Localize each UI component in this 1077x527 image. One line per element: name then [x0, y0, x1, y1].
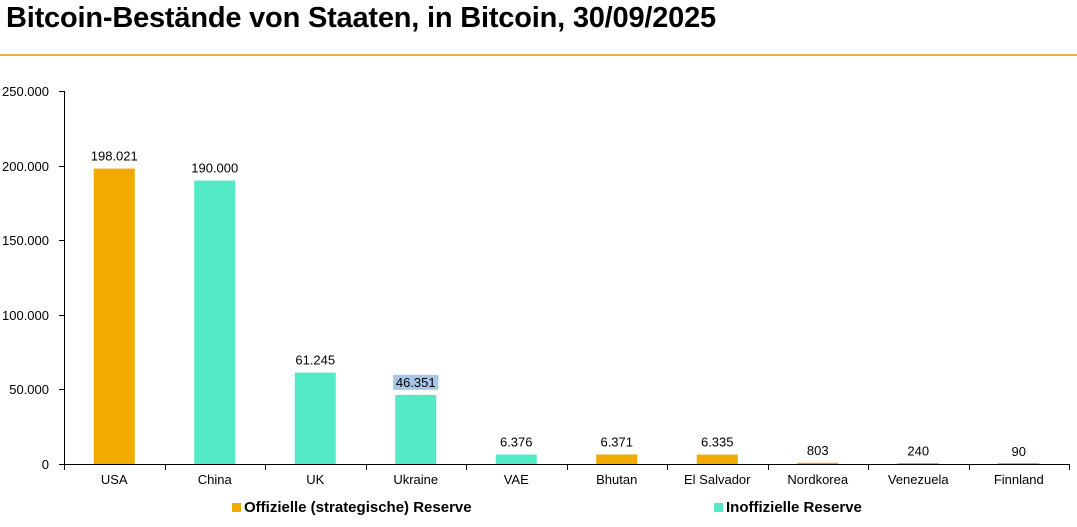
value-label-china: 190.000 [191, 161, 238, 176]
category-label-usa: USA [101, 472, 128, 487]
value-label-bhutan: 6.371 [600, 434, 633, 449]
category-label-ukraine: Ukraine [393, 472, 438, 487]
legend-swatch-unofficial [714, 502, 723, 512]
value-label-vae: 6.376 [500, 434, 533, 449]
category-label-uk: UK [306, 472, 324, 487]
y-tick-label: 0 [42, 457, 49, 472]
bar-vae [495, 454, 537, 464]
legend-swatch-official [232, 502, 241, 512]
y-tick-label: 200.000 [2, 159, 49, 174]
bar-bhutan [596, 454, 638, 464]
y-tick-label: 250.000 [2, 84, 49, 99]
value-label-highlight [393, 374, 439, 390]
legend-item-official: Offizielle (strategische) Reserve [232, 497, 472, 517]
bar-venezuela [897, 463, 939, 464]
value-label-el-salvador: 6.335 [701, 435, 734, 450]
category-label-vae: VAE [504, 472, 529, 487]
legend-label-unofficial: Inoffizielle Reserve [726, 498, 862, 516]
value-label-nordkorea: 803 [807, 443, 829, 458]
y-tick-label: 100.000 [2, 308, 49, 323]
bar-usa [93, 168, 135, 464]
y-tick-label: 50.000 [9, 382, 49, 397]
legend-item-unofficial: Inoffizielle Reserve [714, 497, 862, 517]
chart-title: Bitcoin-Bestände von Staaten, in Bitcoin… [6, 2, 716, 34]
bar-ukraine [395, 394, 437, 464]
bar-el-salvador [696, 454, 738, 464]
bar-nordkorea [797, 462, 839, 464]
category-label-finnland: Finnland [994, 472, 1044, 487]
category-label-bhutan: Bhutan [596, 472, 637, 487]
title-divider [0, 54, 1077, 56]
bar-uk [294, 372, 336, 464]
value-label-finnland: 90 [1012, 444, 1026, 459]
category-label-venezuela: Venezuela [888, 472, 949, 487]
bar-finnland [998, 463, 1040, 464]
value-label-ukraine: 46.351 [396, 375, 436, 390]
category-label-el-salvador: El Salvador [684, 472, 751, 487]
category-label-nordkorea: Nordkorea [787, 472, 848, 487]
value-label-usa: 198.021 [91, 149, 138, 164]
bar-china [194, 180, 236, 464]
value-label-uk: 61.245 [295, 353, 335, 368]
category-label-china: China [198, 472, 233, 487]
legend-label-official: Offizielle (strategische) Reserve [244, 498, 472, 516]
value-label-venezuela: 240 [907, 444, 929, 459]
y-tick-label: 150.000 [2, 233, 49, 248]
